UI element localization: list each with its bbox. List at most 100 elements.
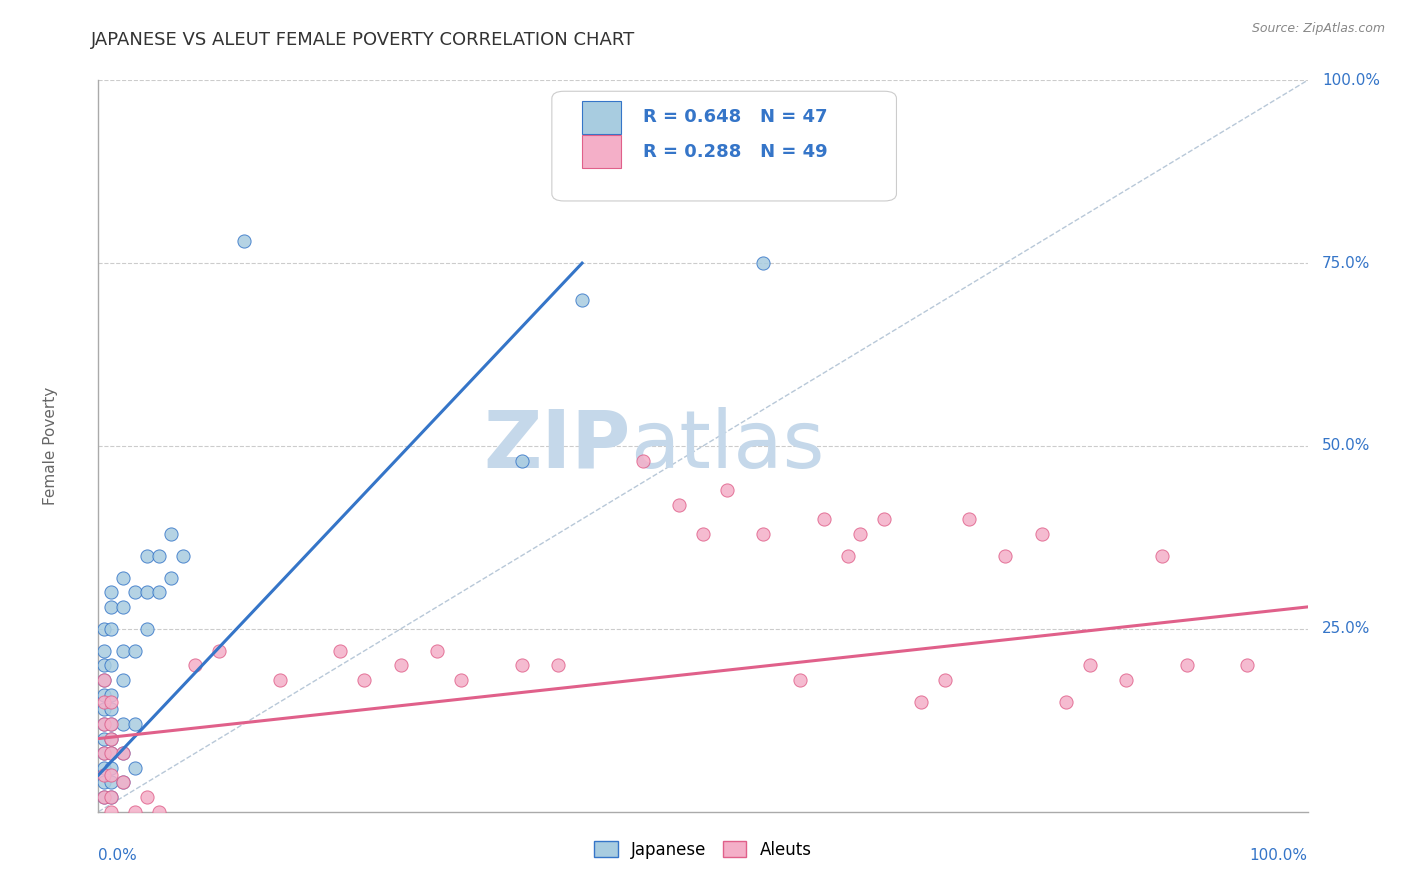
Point [994, 549, 1017, 563]
Text: 100.0%: 100.0% [1250, 848, 1308, 863]
Point [93, 746, 115, 760]
Point [93, 688, 115, 702]
Point [124, 644, 146, 658]
Point [837, 549, 859, 563]
Point [172, 549, 194, 563]
Text: R = 0.288   N = 49: R = 0.288 N = 49 [643, 143, 827, 161]
Point [148, 585, 170, 599]
Point [111, 775, 134, 789]
Point [111, 746, 134, 760]
Text: 75.0%: 75.0% [1322, 256, 1371, 270]
Point [100, 702, 122, 716]
Bar [582, 101, 621, 134]
Point [1054, 695, 1077, 709]
Point [100, 731, 122, 746]
Text: Female Poverty: Female Poverty [42, 387, 58, 505]
Point [111, 717, 134, 731]
Point [873, 512, 896, 526]
Point [100, 695, 122, 709]
Text: ZIP: ZIP [484, 407, 630, 485]
Text: atlas: atlas [630, 407, 825, 485]
Point [100, 622, 122, 636]
Point [100, 761, 122, 775]
Point [93, 731, 115, 746]
Point [100, 658, 122, 673]
Text: JAPANESE VS ALEUT FEMALE POVERTY CORRELATION CHART: JAPANESE VS ALEUT FEMALE POVERTY CORRELA… [91, 31, 636, 49]
Point [148, 549, 170, 563]
Point [631, 453, 654, 467]
Point [208, 644, 231, 658]
Point [93, 790, 115, 805]
Point [450, 673, 472, 687]
Point [389, 658, 412, 673]
Text: 100.0%: 100.0% [1322, 73, 1381, 87]
Point [160, 526, 183, 541]
Point [789, 673, 811, 687]
Point [1115, 673, 1137, 687]
Point [93, 673, 115, 687]
Point [692, 526, 714, 541]
Point [135, 622, 157, 636]
Point [135, 790, 157, 805]
Point [353, 673, 375, 687]
Point [111, 673, 134, 687]
Point [813, 512, 835, 526]
Point [111, 644, 134, 658]
Point [93, 658, 115, 673]
Point [124, 717, 146, 731]
Point [93, 673, 115, 687]
Point [124, 805, 146, 819]
Point [93, 768, 115, 782]
Point [1236, 658, 1258, 673]
Point [100, 790, 122, 805]
Point [510, 658, 533, 673]
Point [93, 761, 115, 775]
Point [111, 571, 134, 585]
Point [148, 805, 170, 819]
Point [100, 585, 122, 599]
Point [329, 644, 352, 658]
Point [93, 622, 115, 636]
Point [1152, 549, 1174, 563]
Text: R = 0.648   N = 47: R = 0.648 N = 47 [643, 108, 827, 126]
Point [100, 717, 122, 731]
Point [232, 234, 254, 248]
Text: 0.0%: 0.0% [98, 848, 138, 863]
Point [93, 775, 115, 789]
Point [547, 658, 569, 673]
Point [100, 790, 122, 805]
Point [100, 768, 122, 782]
Point [93, 702, 115, 716]
Point [849, 526, 872, 541]
Point [668, 498, 690, 512]
Point [100, 805, 122, 819]
Point [135, 585, 157, 599]
Point [716, 483, 738, 497]
Point [93, 717, 115, 731]
Point [111, 746, 134, 760]
Point [934, 673, 956, 687]
Legend: Japanese, Aleuts: Japanese, Aleuts [588, 834, 818, 865]
Point [100, 717, 122, 731]
Point [510, 453, 533, 467]
Point [93, 790, 115, 805]
Point [111, 599, 134, 614]
Point [100, 731, 122, 746]
Point [184, 658, 207, 673]
Point [100, 599, 122, 614]
Point [100, 746, 122, 760]
Text: 50.0%: 50.0% [1322, 439, 1371, 453]
Point [93, 695, 115, 709]
Point [93, 644, 115, 658]
Point [269, 673, 291, 687]
Point [160, 571, 183, 585]
Bar [582, 135, 621, 168]
Point [1078, 658, 1101, 673]
Point [100, 746, 122, 760]
Point [910, 695, 932, 709]
Point [111, 775, 134, 789]
Point [100, 688, 122, 702]
Point [426, 644, 449, 658]
Text: Source: ZipAtlas.com: Source: ZipAtlas.com [1251, 22, 1385, 36]
Point [124, 585, 146, 599]
